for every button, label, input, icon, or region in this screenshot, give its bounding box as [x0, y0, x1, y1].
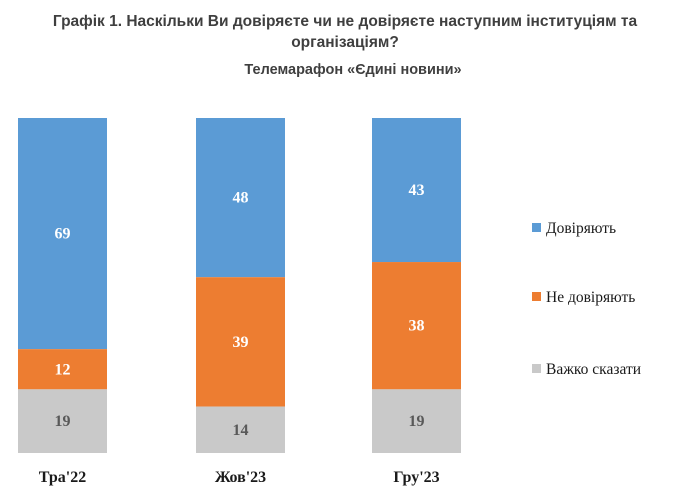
data-label: 19 [409, 413, 425, 430]
data-label: 12 [55, 361, 71, 378]
legend-label: Довіряють [546, 220, 616, 237]
legend-label: Важко сказати [546, 361, 641, 378]
bar-segment [18, 389, 107, 453]
data-label: 48 [233, 190, 249, 207]
bar-segment [18, 349, 107, 390]
bar-segment [372, 389, 461, 453]
bar-segment [372, 262, 461, 390]
legend-swatch [532, 292, 541, 301]
data-label: 69 [55, 226, 71, 243]
data-label: 43 [409, 182, 425, 199]
data-label: 38 [409, 318, 425, 335]
bar-segment [196, 118, 285, 278]
data-label: 39 [233, 334, 249, 351]
chart-subtitle: Телемарафон «Єдині новини» [244, 62, 462, 78]
data-label: 19 [55, 413, 71, 430]
chart-title: Графік 1. Наскільки Ви довіряєте чи не д… [52, 13, 638, 51]
category-label: Гру'23 [393, 469, 439, 486]
bar-segment [18, 118, 107, 350]
legend-label: Не довіряють [546, 289, 635, 306]
data-label: 14 [233, 422, 249, 439]
legend-swatch [532, 223, 541, 232]
category-label: Жов'23 [215, 469, 266, 486]
bar-segment [372, 118, 461, 263]
category-label: Тра'22 [39, 469, 86, 486]
legend-swatch [532, 364, 541, 373]
bar-segment [196, 406, 285, 453]
bar-segment [196, 277, 285, 407]
